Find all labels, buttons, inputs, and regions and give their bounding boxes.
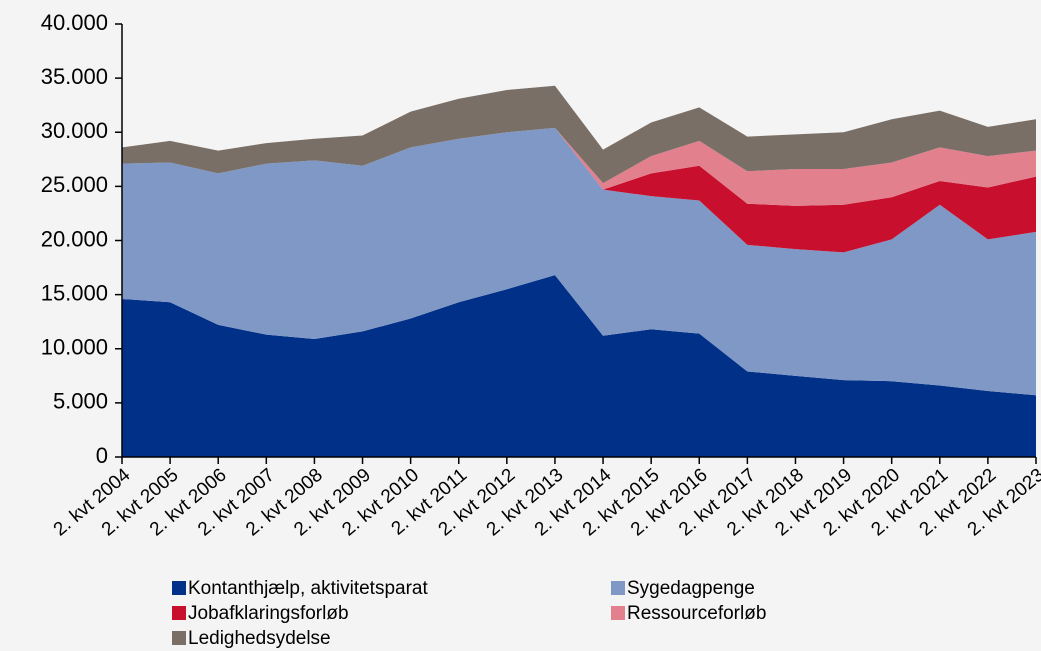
y-tick-label: 20.000 [41, 226, 108, 251]
legend-swatch [172, 606, 186, 620]
area [122, 127, 1036, 396]
y-tick-label: 10.000 [41, 335, 108, 360]
y-tick-label: 5.000 [53, 389, 108, 414]
y-tick-label: 0 [96, 443, 108, 468]
y-tick-label: 15.000 [41, 280, 108, 305]
y-tick-label: 40.000 [41, 10, 108, 35]
legend-swatch [611, 606, 625, 620]
legend-swatch [172, 631, 186, 645]
legend-label: Sygedagpenge [627, 578, 755, 599]
y-tick-label: 25.000 [41, 172, 108, 197]
area [122, 275, 1036, 457]
area [122, 127, 1036, 206]
legend-swatch [172, 581, 186, 595]
legend-label: Kontanthjælp, aktivitetsparat [188, 578, 428, 599]
legend-label: Ledighedsydelse [188, 628, 331, 649]
area [122, 127, 1036, 253]
legend-swatch [611, 581, 625, 595]
area [122, 85, 1036, 184]
legend-label: Jobafklaringsforløb [188, 603, 349, 624]
legend-label: Ressourceforløb [627, 603, 766, 624]
y-tick-label: 30.000 [41, 118, 108, 143]
y-tick-label: 35.000 [41, 64, 108, 89]
